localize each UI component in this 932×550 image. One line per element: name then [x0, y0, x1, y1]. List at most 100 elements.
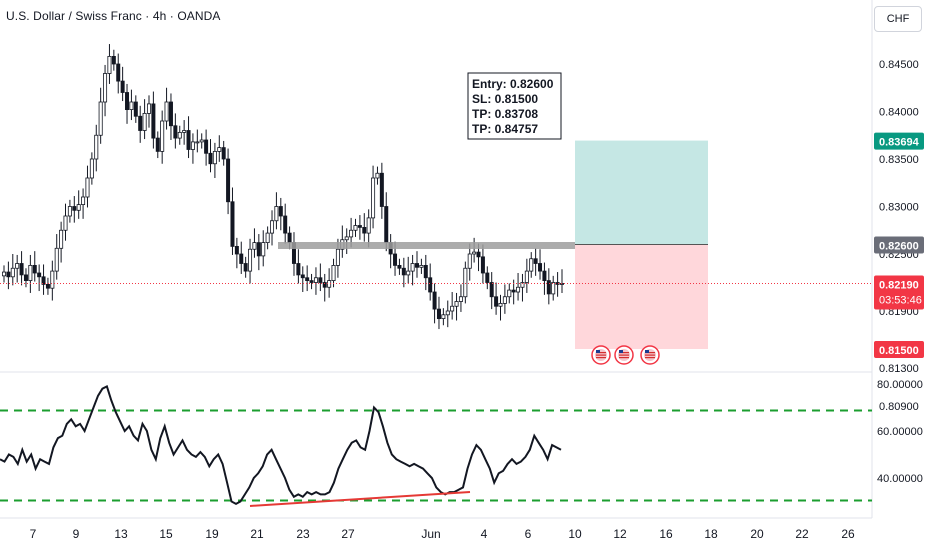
price-axis[interactable]: 0.845000.840000.835000.830000.825000.819…	[879, 59, 919, 413]
candle-up	[190, 141, 195, 150]
candle-down	[111, 56, 116, 65]
candle-down	[278, 206, 283, 217]
candle-up	[441, 314, 446, 319]
price-tick-label: 0.84500	[879, 59, 919, 71]
candle-up	[2, 271, 7, 277]
candle-down	[423, 264, 428, 279]
candle-down	[32, 264, 37, 274]
flag-stripe	[619, 357, 629, 359]
time-tick-label: Jun	[421, 527, 440, 541]
time-tick-label: 6	[525, 527, 532, 541]
candle-down	[120, 80, 125, 93]
position-zones	[575, 140, 708, 349]
flag-canton	[596, 350, 600, 353]
candle-up	[142, 113, 147, 131]
candle-up	[353, 225, 358, 231]
symbol-title: U.S. Dollar / Swiss Franc · 4h · OANDA	[6, 9, 221, 23]
candle-up	[529, 258, 534, 272]
candle-down	[239, 253, 244, 264]
price-tick-label: 0.84000	[879, 107, 919, 119]
price-tick-label: 0.80900	[879, 401, 919, 413]
candle-down	[151, 103, 156, 139]
candlestick-series	[2, 44, 565, 330]
flag-canton	[645, 350, 649, 353]
candle-up	[524, 270, 529, 283]
candle-down	[480, 256, 485, 274]
candle-down	[489, 282, 494, 298]
candle-up	[164, 101, 169, 122]
time-tick-label: 4	[481, 527, 488, 541]
candle-up	[313, 277, 318, 283]
time-tick-label: 10	[568, 527, 582, 541]
oscillator-line	[0, 384, 562, 506]
time-tick-label: 9	[73, 527, 80, 541]
candle-up	[349, 229, 354, 238]
trade-box-line: TP: 0.84757	[472, 122, 538, 136]
candle-down	[116, 63, 121, 82]
us-flag-icon[interactable]	[591, 345, 611, 365]
candle-down	[296, 263, 301, 276]
trade-box-line: Entry: 0.82600	[472, 77, 554, 91]
us-flag-icon[interactable]	[640, 345, 660, 365]
candle-up	[560, 283, 565, 285]
flag-stripe	[619, 352, 629, 354]
candle-down	[432, 291, 437, 310]
economic-events[interactable]	[591, 345, 660, 365]
time-tick-label: 22	[795, 527, 809, 541]
candle-up	[85, 177, 90, 198]
candle-up	[252, 242, 257, 250]
candle-up	[54, 247, 59, 272]
candle-up	[507, 289, 512, 298]
candle-up	[261, 242, 266, 257]
candle-up	[274, 206, 279, 222]
oscillator-tick-label: 60.00000	[877, 426, 923, 438]
current-price-marker-bg	[874, 275, 924, 310]
candle-down	[300, 274, 305, 279]
divergence-trendline	[249, 491, 471, 507]
currency-button[interactable]: CHF	[874, 6, 922, 32]
candle-up	[59, 229, 64, 249]
price-tick-label: 0.83000	[879, 202, 919, 214]
candle-down	[226, 158, 231, 203]
candle-down	[37, 272, 42, 278]
candle-down	[476, 251, 481, 258]
candle-down	[415, 263, 420, 268]
candle-down	[204, 139, 209, 154]
sl-price-marker-bg	[874, 341, 924, 358]
candle-up	[498, 302, 503, 307]
candle-down	[379, 172, 384, 207]
time-tick-label: 16	[659, 527, 673, 541]
flag-stripe	[596, 357, 606, 359]
oscillator-axis[interactable]: 80.00000 60.00000 40.00000	[877, 379, 923, 485]
candle-up	[472, 251, 477, 255]
us-flag-icon[interactable]	[614, 345, 634, 365]
candle-down	[230, 201, 235, 247]
candle-up	[270, 220, 275, 234]
candle-up	[454, 301, 459, 307]
candle-up	[344, 236, 349, 241]
candle-up	[371, 177, 376, 219]
flag-stripe	[596, 352, 606, 354]
entry-price-marker-bg	[874, 236, 924, 254]
candle-up	[103, 73, 108, 103]
flag-stripe	[645, 352, 655, 354]
candle-up	[182, 130, 187, 133]
candle-up	[410, 263, 415, 272]
time-tick-label: 15	[159, 527, 173, 541]
price-markers: 0.83694 0.82600 0.82190 03:53:46 0.81500	[874, 132, 924, 358]
candle-down	[546, 280, 551, 295]
candle-up	[94, 134, 99, 160]
candle-down	[401, 267, 406, 276]
current-price-marker-countdown: 03:53:46	[879, 294, 922, 306]
sl-price-marker: 0.81500	[879, 345, 919, 357]
chart-overlays	[0, 242, 872, 284]
oscillator-series	[0, 384, 872, 507]
candle-down	[19, 263, 24, 276]
candle-up	[458, 296, 463, 302]
time-tick-label: 18	[704, 527, 718, 541]
candle-up	[28, 264, 33, 281]
oscillator-tick-label: 40.00000	[877, 473, 923, 485]
time-axis[interactable]: 7 9 13 15 19 21 23 27 Jun 4 6 10 12 16 18 20 22 26	[30, 527, 855, 541]
